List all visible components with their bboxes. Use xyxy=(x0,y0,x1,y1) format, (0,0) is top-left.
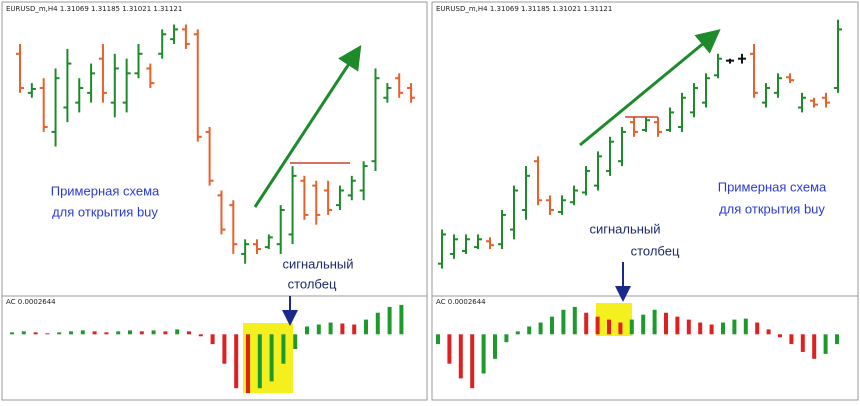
indicator-bar xyxy=(595,316,600,335)
indicator-bar xyxy=(652,309,657,335)
chart-header: EURUSD_m,H4 1.31069 1.31185 1.31021 1.31… xyxy=(436,5,612,13)
trend-arrow xyxy=(253,44,362,208)
indicator-bar xyxy=(104,332,109,335)
indicator-bar xyxy=(755,322,760,335)
indicator-bar xyxy=(151,330,156,335)
chart-header: EURUSD_m,H4 1.31069 1.31185 1.31021 1.31… xyxy=(6,5,182,13)
indicator-bar xyxy=(10,332,14,335)
indicator-bar xyxy=(675,316,680,335)
indicator-bar xyxy=(698,322,703,335)
indicator-bar xyxy=(458,334,463,379)
indicator-bar xyxy=(222,334,227,364)
indicator-bar xyxy=(493,334,497,359)
annotation: Примерная схема xyxy=(51,183,160,198)
indicator-bar xyxy=(269,334,274,382)
indicator-bar xyxy=(293,334,298,349)
indicator-bar xyxy=(316,324,321,335)
indicator-bar xyxy=(80,330,85,335)
indicator-bar xyxy=(399,304,404,335)
highlight xyxy=(243,323,293,393)
indicator-bar xyxy=(629,319,634,335)
indicator-bar xyxy=(515,331,520,335)
indicator-bar xyxy=(789,334,794,345)
indicator-bar xyxy=(732,319,737,335)
indicator-bar xyxy=(328,322,333,335)
indicator-bar xyxy=(21,331,26,335)
annotation: для открытия buy xyxy=(52,204,158,219)
indicator-bar xyxy=(607,319,611,335)
indicator-bar xyxy=(305,326,309,335)
indicator-bar xyxy=(33,332,38,335)
indicator-bar xyxy=(686,319,691,335)
annotation: Примерная схема xyxy=(718,179,827,194)
signal-label: сигнальный xyxy=(589,221,660,236)
indicator-bar xyxy=(116,331,121,335)
indicator-bar xyxy=(139,331,144,335)
indicator-bar xyxy=(387,306,392,335)
indicator-bar xyxy=(778,334,782,338)
indicator-bar xyxy=(743,318,748,335)
indicator-bar xyxy=(538,322,543,335)
indicator-bar xyxy=(721,322,725,335)
indicator-bar xyxy=(234,334,239,389)
indicator-bar xyxy=(709,324,714,335)
indicator-bar xyxy=(436,334,440,345)
indicator-bar xyxy=(766,329,771,335)
indicator-bar xyxy=(175,329,180,335)
indicator-bar xyxy=(618,322,623,335)
indicator-bar xyxy=(257,334,262,389)
indicator-bar xyxy=(572,306,577,335)
indicator-bar xyxy=(481,334,486,374)
indicator-bar xyxy=(375,312,380,335)
trend-arrow xyxy=(579,29,721,147)
indicator-bar xyxy=(57,332,62,335)
indicator-bar xyxy=(504,334,509,343)
indicator-bar xyxy=(198,334,203,337)
indicator-bar xyxy=(584,312,589,335)
indicator-bar xyxy=(561,309,566,335)
indicator-bar xyxy=(823,334,828,354)
indicator-bar xyxy=(527,326,532,335)
indicator-bar xyxy=(447,334,452,364)
indicator-bar xyxy=(45,333,50,335)
indicator-label: AC 0.0002644 xyxy=(436,298,486,306)
indicator-bar xyxy=(210,334,215,345)
indicator-bar xyxy=(812,334,817,359)
indicator-bar xyxy=(246,334,250,394)
indicator-bar xyxy=(664,312,668,335)
signal-label: сигнальный xyxy=(282,256,353,271)
indicator-bar xyxy=(69,331,73,335)
indicator-bar xyxy=(835,334,839,345)
signal-label: столбец xyxy=(631,243,680,258)
indicator-bar xyxy=(641,314,646,335)
signal-label: столбец xyxy=(288,276,337,291)
indicator-bar xyxy=(340,323,345,335)
indicator-bar xyxy=(92,331,97,335)
indicator-bar xyxy=(550,316,554,335)
indicator-bar xyxy=(352,324,357,335)
annotation: для открытия buy xyxy=(719,201,825,216)
highlight xyxy=(596,303,632,336)
indicator-bar xyxy=(281,334,286,364)
indicator-bar xyxy=(163,331,168,335)
indicator-bar xyxy=(364,319,368,335)
indicator-bar xyxy=(187,331,191,335)
indicator-label: AC 0.0002644 xyxy=(6,298,56,306)
indicator-bar xyxy=(800,334,805,352)
indicator-bar xyxy=(128,330,132,335)
indicator-bar xyxy=(470,334,475,389)
